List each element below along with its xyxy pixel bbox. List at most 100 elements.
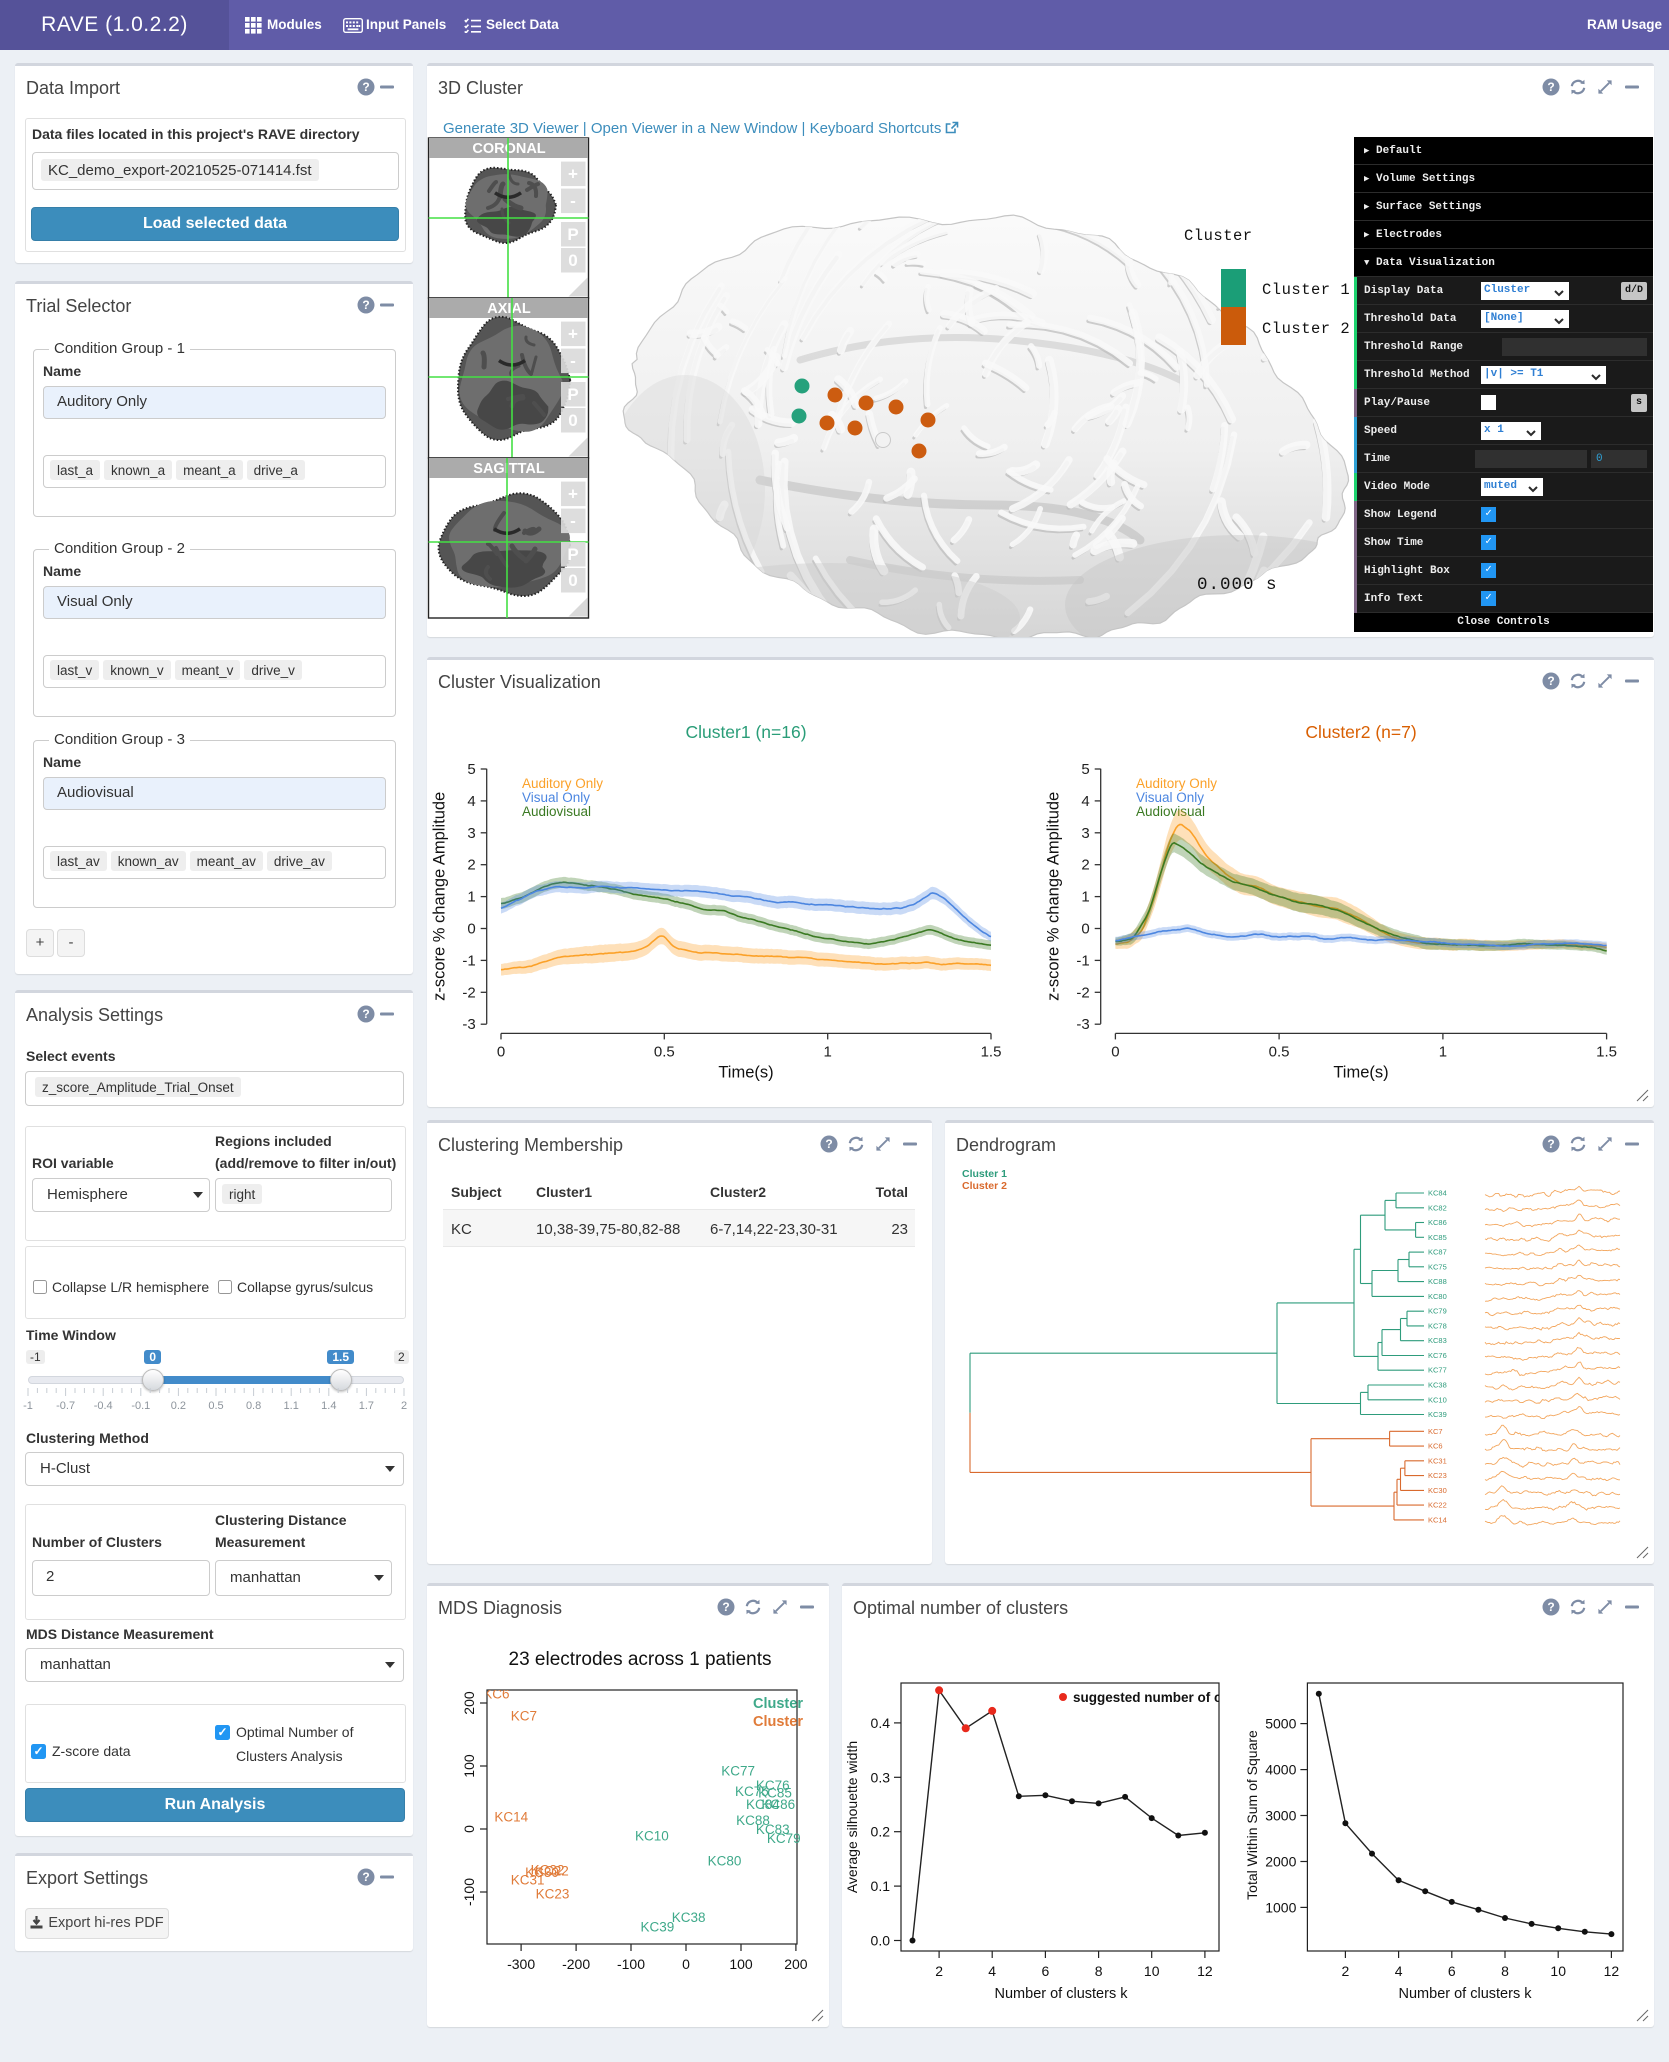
svg-text:-300: -300 bbox=[507, 1956, 535, 1972]
svg-text:0.2: 0.2 bbox=[871, 1824, 891, 1840]
svg-text:KC7: KC7 bbox=[1428, 1427, 1443, 1436]
svg-text:Audiovisual: Audiovisual bbox=[522, 804, 591, 819]
svg-text:KC87: KC87 bbox=[1428, 1248, 1447, 1257]
svg-text:Cluster1 (n=16): Cluster1 (n=16) bbox=[685, 722, 806, 742]
svg-text:2: 2 bbox=[1342, 1963, 1350, 1979]
svg-text:1: 1 bbox=[824, 1043, 832, 1060]
svg-text:Cluster 1: Cluster 1 bbox=[1262, 281, 1350, 299]
svg-text:1: 1 bbox=[1439, 1043, 1447, 1060]
svg-text:1.5: 1.5 bbox=[981, 1043, 1002, 1060]
svg-text:0: 0 bbox=[467, 921, 475, 938]
svg-text:-100: -100 bbox=[461, 1878, 477, 1906]
svg-text:KC77: KC77 bbox=[1428, 1366, 1447, 1375]
svg-text:8: 8 bbox=[1095, 1963, 1103, 1979]
svg-text:-1: -1 bbox=[23, 1400, 33, 1412]
svg-text:12: 12 bbox=[1197, 1963, 1213, 1979]
svg-text:-2: -2 bbox=[1076, 984, 1089, 1001]
svg-text:Time(s): Time(s) bbox=[1333, 1063, 1388, 1081]
svg-text:KC88: KC88 bbox=[1428, 1277, 1447, 1286]
svg-text:0.2: 0.2 bbox=[171, 1400, 186, 1412]
svg-text:0: 0 bbox=[497, 1043, 505, 1060]
svg-text:23 electrodes across 1 patient: 23 electrodes across 1 patients bbox=[509, 1649, 772, 1670]
svg-text:KC23: KC23 bbox=[1428, 1471, 1447, 1480]
svg-text:KC82: KC82 bbox=[1428, 1203, 1447, 1212]
svg-text:KC31: KC31 bbox=[511, 1872, 545, 1887]
svg-text:KC30: KC30 bbox=[525, 1865, 559, 1880]
svg-text:-0.1: -0.1 bbox=[131, 1400, 150, 1412]
svg-text:0: 0 bbox=[1111, 1043, 1119, 1060]
svg-text:100: 100 bbox=[729, 1956, 753, 1972]
svg-text:5000: 5000 bbox=[1265, 1716, 1296, 1732]
svg-text:CORONAL: CORONAL bbox=[472, 141, 545, 157]
svg-text:8: 8 bbox=[1501, 1963, 1509, 1979]
svg-text:KC14: KC14 bbox=[1428, 1515, 1447, 1524]
svg-text:10: 10 bbox=[1144, 1963, 1160, 1979]
svg-text:Cluster 1: Cluster 1 bbox=[753, 1696, 815, 1712]
svg-text:-3: -3 bbox=[1076, 1016, 1089, 1033]
svg-text:-: - bbox=[570, 512, 576, 531]
svg-text:KC88: KC88 bbox=[736, 1813, 770, 1828]
svg-text:Visual Only: Visual Only bbox=[1136, 790, 1204, 805]
svg-text:Visual Only: Visual Only bbox=[522, 790, 590, 805]
svg-text:0: 0 bbox=[568, 251, 577, 270]
svg-text:3: 3 bbox=[467, 825, 475, 842]
svg-text:6: 6 bbox=[1448, 1963, 1456, 1979]
svg-text:-3: -3 bbox=[462, 1016, 475, 1033]
svg-text:2000: 2000 bbox=[1265, 1854, 1296, 1870]
svg-text:KC22: KC22 bbox=[1428, 1501, 1447, 1510]
svg-text:Cluster 1: Cluster 1 bbox=[962, 1168, 1007, 1180]
svg-text:-: - bbox=[570, 192, 576, 211]
svg-text:KC38: KC38 bbox=[1428, 1381, 1447, 1390]
svg-text:?: ? bbox=[362, 298, 369, 312]
svg-text:?: ? bbox=[1547, 1600, 1554, 1614]
svg-text:2: 2 bbox=[467, 857, 475, 874]
svg-text:Time(s): Time(s) bbox=[718, 1063, 773, 1081]
svg-text:-: - bbox=[570, 352, 576, 371]
svg-text:?: ? bbox=[362, 80, 369, 94]
svg-text:P: P bbox=[567, 225, 578, 244]
svg-text:0.0: 0.0 bbox=[871, 1933, 891, 1949]
svg-text:0: 0 bbox=[1081, 921, 1089, 938]
svg-text:0: 0 bbox=[682, 1956, 690, 1972]
svg-text:4: 4 bbox=[1081, 793, 1089, 810]
svg-text:KC23: KC23 bbox=[536, 1886, 570, 1901]
svg-text:KC78: KC78 bbox=[1428, 1321, 1447, 1330]
svg-text:z-score % change Amplitude: z-score % change Amplitude bbox=[431, 792, 449, 1001]
svg-text:KC83: KC83 bbox=[1428, 1336, 1447, 1345]
svg-text:3: 3 bbox=[1081, 825, 1089, 842]
svg-text:1000: 1000 bbox=[1265, 1899, 1296, 1915]
svg-text:Number of clusters k: Number of clusters k bbox=[995, 1986, 1129, 2002]
svg-text:0.5: 0.5 bbox=[654, 1043, 675, 1060]
svg-text:KC83: KC83 bbox=[756, 1822, 790, 1837]
svg-text:1.7: 1.7 bbox=[359, 1400, 374, 1412]
svg-text:0.1: 0.1 bbox=[871, 1878, 891, 1894]
svg-text:4: 4 bbox=[988, 1963, 996, 1979]
svg-text:?: ? bbox=[722, 1600, 729, 1614]
svg-text:KC39: KC39 bbox=[1428, 1410, 1447, 1419]
svg-text:KC38: KC38 bbox=[672, 1910, 706, 1925]
svg-text:KC86: KC86 bbox=[1428, 1218, 1447, 1227]
svg-text:z-score % change Amplitude: z-score % change Amplitude bbox=[1045, 792, 1063, 1001]
svg-text:KC76: KC76 bbox=[756, 1778, 790, 1793]
svg-text:+: + bbox=[568, 325, 578, 344]
svg-text:KC30: KC30 bbox=[1428, 1486, 1447, 1495]
svg-text:0.5: 0.5 bbox=[1269, 1043, 1290, 1060]
svg-text:Total Within Sum of Square: Total Within Sum of Square bbox=[1244, 1730, 1260, 1900]
svg-text:KC80: KC80 bbox=[1428, 1292, 1447, 1301]
svg-text:KC6: KC6 bbox=[483, 1687, 509, 1702]
svg-text:KC85: KC85 bbox=[758, 1786, 792, 1801]
svg-text:2: 2 bbox=[401, 1400, 407, 1412]
svg-text:1.4: 1.4 bbox=[321, 1400, 336, 1412]
svg-text:Cluster: Cluster bbox=[1184, 227, 1253, 245]
svg-text:P: P bbox=[567, 545, 578, 564]
svg-text:-200: -200 bbox=[562, 1956, 590, 1972]
svg-text:KC75: KC75 bbox=[735, 1784, 769, 1799]
svg-text:KC32: KC32 bbox=[531, 1862, 565, 1877]
svg-text:Auditory Only: Auditory Only bbox=[1136, 776, 1217, 791]
svg-text:-0.7: -0.7 bbox=[56, 1400, 75, 1412]
svg-text:KC80: KC80 bbox=[708, 1854, 742, 1869]
svg-text:Cluster 2: Cluster 2 bbox=[1262, 320, 1350, 338]
svg-text:KC31: KC31 bbox=[1428, 1456, 1447, 1465]
svg-text:Cluster 2: Cluster 2 bbox=[753, 1714, 815, 1730]
svg-text:5: 5 bbox=[467, 761, 475, 778]
